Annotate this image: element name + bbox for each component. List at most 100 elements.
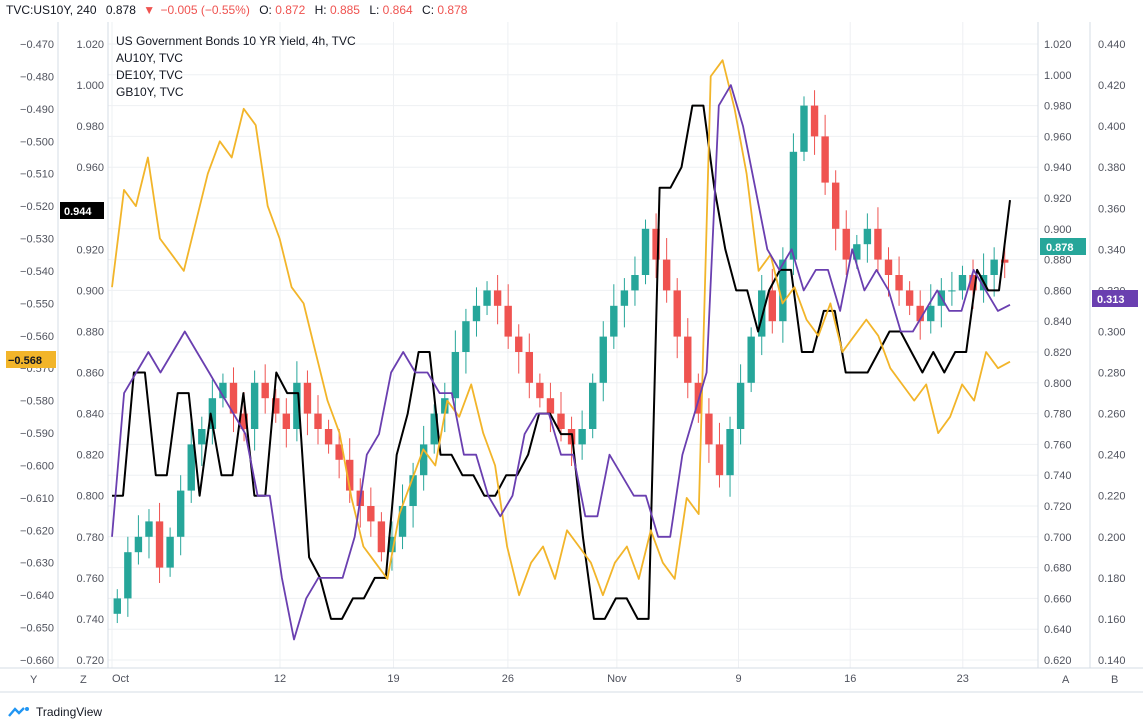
candle-body <box>504 305 512 337</box>
y-tick-label: −0.490 <box>20 104 54 116</box>
y-tick-label: −0.470 <box>20 39 54 51</box>
candle-body <box>927 305 935 322</box>
gb-price-badge: 0.313 <box>1092 290 1138 307</box>
legend-au10y[interactable]: AU10Y, TVC <box>116 51 183 65</box>
y-tick-label: 0.840 <box>76 409 104 421</box>
y-tick-label: −0.610 <box>20 493 54 505</box>
y-tick-label: 0.160 <box>1098 614 1126 626</box>
right-axis-b-button[interactable]: B <box>1111 674 1118 686</box>
left-outer-axis[interactable]: −0.470 −0.480 −0.490 −0.500 −0.510 −0.520 −0.5… <box>20 39 54 667</box>
y-tick-label: 0.920 <box>1044 193 1072 205</box>
candle-body <box>261 382 269 399</box>
y-tick-label: −0.660 <box>20 655 54 667</box>
y-tick-label: 0.780 <box>76 532 104 544</box>
candle-body <box>483 290 491 306</box>
y-tick-label: 0.280 <box>1098 368 1126 380</box>
y-tick-label: 0.300 <box>1098 326 1126 338</box>
y-tick-label: 0.900 <box>76 285 104 297</box>
candle-body <box>884 259 893 275</box>
x-tick-label: Nov <box>607 673 627 685</box>
header-line: TVC:US10Y, 240 0.878 ▼ −0.005 (−0.55%) O… <box>6 3 468 17</box>
x-tick-label: 9 <box>735 673 741 685</box>
y-tick-label: −0.650 <box>20 623 54 635</box>
au-badge-bg <box>60 202 104 219</box>
left-axis-y-button[interactable]: Y <box>30 674 38 686</box>
candle-body <box>895 275 903 291</box>
x-tick-label: 16 <box>844 673 856 685</box>
header-high-label: H: <box>315 3 327 17</box>
y-tick-label: −0.500 <box>20 136 54 148</box>
y-tick-label: 0.360 <box>1098 203 1126 215</box>
candle-body <box>747 336 755 383</box>
y-tick-label: 0.680 <box>1044 563 1072 575</box>
time-axis[interactable]: Oct 12 19 26 Nov 9 16 23 <box>112 673 969 685</box>
candle-body <box>684 336 692 383</box>
au-price-badge: 0.944 <box>60 202 104 219</box>
candle-body <box>462 321 470 352</box>
y-tick-label: 0.420 <box>1098 80 1126 92</box>
y-tick-label: 1.020 <box>1044 39 1072 51</box>
y-tick-label: −0.590 <box>20 428 54 440</box>
header-close-value: 0.878 <box>437 3 467 17</box>
x-tick-label: Oct <box>112 673 129 685</box>
y-tick-label: 0.140 <box>1098 655 1126 667</box>
y-tick-label: −0.550 <box>20 298 54 310</box>
y-tick-label: −0.560 <box>20 331 54 343</box>
brand-name: TradingView <box>36 705 103 719</box>
candle-body <box>272 398 280 414</box>
candle-body <box>610 305 618 337</box>
candle-body <box>758 290 766 337</box>
candle-body <box>155 521 164 568</box>
candle-body <box>240 413 248 429</box>
gb-badge-bg <box>1092 290 1138 307</box>
header-change: −0.005 (−0.55%) <box>160 3 249 17</box>
y-tick-label: 0.660 <box>1044 593 1072 605</box>
y-tick-label: 0.180 <box>1098 573 1126 585</box>
de-badge-text: −0.568 <box>8 355 42 367</box>
right-axis-a-button[interactable]: A <box>1062 674 1070 686</box>
header-low-value: 0.864 <box>383 3 413 17</box>
legend-main[interactable]: US Government Bonds 10 YR Yield, 4h, TVC <box>116 34 356 48</box>
y-tick-label: 0.720 <box>76 655 104 667</box>
main-badge-bg <box>1040 238 1086 255</box>
candle-body <box>314 413 322 429</box>
y-tick-label: 0.720 <box>1044 501 1072 513</box>
left-inner-axis[interactable]: 1.0201.0000.9800.9600.9400.9200.9000.880… <box>76 39 104 667</box>
candle-body <box>1001 259 1009 263</box>
candle-body <box>652 228 660 260</box>
tradingview-logo-icon <box>8 707 29 717</box>
candle-body <box>166 536 174 568</box>
plot-area[interactable] <box>111 59 1011 641</box>
legend-gb10y[interactable]: GB10Y, TVC <box>116 85 184 99</box>
candle-body <box>145 521 153 537</box>
y-tick-label: 0.880 <box>1044 255 1072 267</box>
y-tick-label: −0.530 <box>20 234 54 246</box>
y-tick-label: 0.980 <box>1044 101 1072 113</box>
right-inner-axis[interactable]: 1.020 1.000 0.980 0.960 0.940 0.920 0.900 0.880… <box>1044 39 1072 667</box>
candle-body <box>346 459 354 491</box>
candle-body <box>525 352 534 383</box>
candle-body <box>303 382 312 414</box>
x-tick-label: 23 <box>957 673 969 685</box>
candle-body <box>229 382 238 414</box>
y-tick-label: 0.820 <box>76 450 104 462</box>
y-tick-label: 0.800 <box>76 491 104 503</box>
y-tick-label: 0.240 <box>1098 450 1126 462</box>
left-axis-z-button[interactable]: Z <box>80 674 87 686</box>
candle-body <box>441 398 449 414</box>
candle-body <box>578 429 586 445</box>
x-tick-label: 26 <box>502 673 514 685</box>
brand-footer[interactable]: TradingView <box>8 703 102 721</box>
au-badge-text: 0.944 <box>64 206 92 218</box>
y-tick-label: 0.200 <box>1098 532 1126 544</box>
de-badge-bg <box>6 351 56 368</box>
right-outer-axis[interactable]: 0.4400.4200.4000.3800.3600.3400.3200.300… <box>1098 39 1126 667</box>
candle-body <box>736 382 745 429</box>
candle-body <box>800 105 808 152</box>
y-tick-label: 0.780 <box>1044 409 1072 421</box>
x-tick-label: 12 <box>274 673 286 685</box>
legend-de10y[interactable]: DE10Y, TVC <box>116 68 183 82</box>
candle-body <box>641 228 650 275</box>
y-tick-label: 0.760 <box>1044 439 1072 451</box>
